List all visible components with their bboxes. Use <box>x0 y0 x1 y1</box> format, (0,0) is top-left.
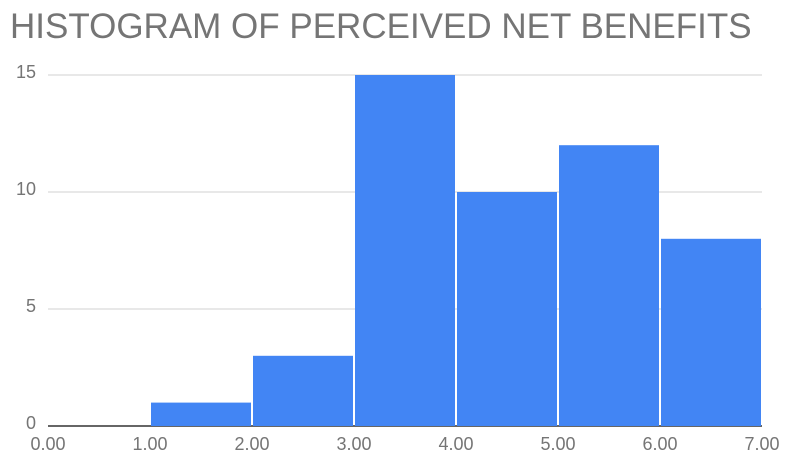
bar <box>151 402 251 426</box>
y-tick-label: 0 <box>26 413 36 433</box>
x-tick-label: 2.00 <box>234 434 269 454</box>
y-tick-label: 15 <box>16 62 36 82</box>
x-tick-label: 5.00 <box>540 434 575 454</box>
bar <box>559 145 659 426</box>
x-tick-label: 3.00 <box>336 434 371 454</box>
bar <box>457 192 557 426</box>
bar <box>661 238 761 426</box>
chart-title: HISTOGRAM OF PERCEIVED NET BENEFITS <box>10 7 752 46</box>
y-tick-label: 5 <box>26 296 36 316</box>
x-tick-label: 6.00 <box>642 434 677 454</box>
x-tick-label: 0.00 <box>30 434 65 454</box>
x-tick-label: 1.00 <box>132 434 167 454</box>
bar <box>253 355 353 426</box>
y-tick-label: 10 <box>16 179 36 199</box>
x-tick-label: 4.00 <box>438 434 473 454</box>
bar <box>355 75 455 426</box>
x-tick-label: 7.00 <box>744 434 779 454</box>
